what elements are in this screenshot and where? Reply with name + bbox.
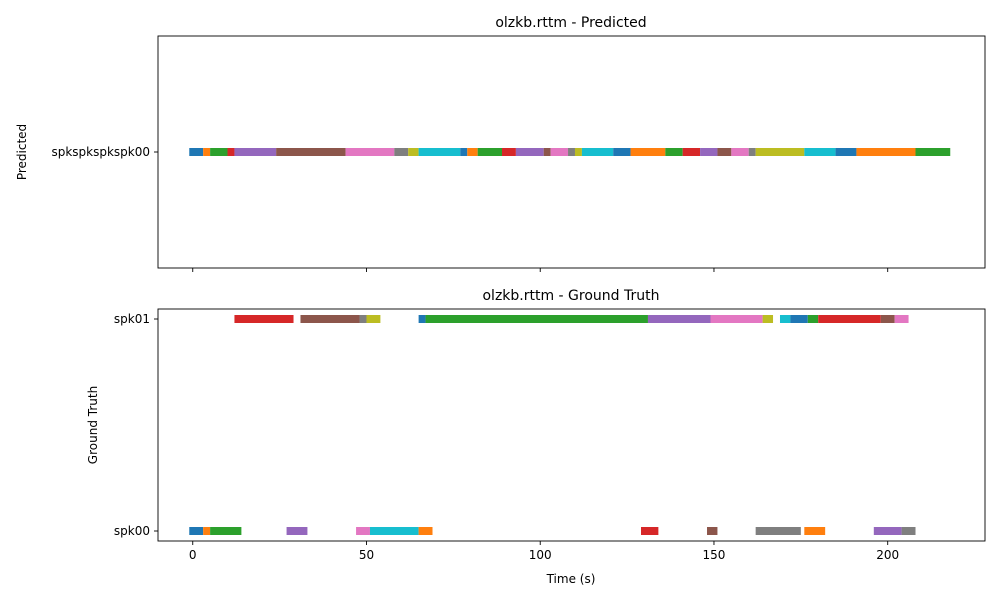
segment-bar bbox=[234, 315, 294, 323]
ground-truth-panel: olzkb.rttm - Ground Truth 0 50 100 150 200 s… bbox=[86, 288, 986, 586]
segment-bar bbox=[762, 315, 774, 323]
segment-bar bbox=[804, 527, 826, 535]
segment-bar bbox=[189, 527, 204, 535]
segment-bar bbox=[300, 315, 360, 323]
segment-bar bbox=[460, 148, 468, 156]
predicted-x-ticks bbox=[192, 268, 889, 272]
segment-bar bbox=[418, 315, 426, 323]
x-tick-label: 0 bbox=[189, 548, 197, 562]
segment-bar bbox=[408, 148, 419, 156]
ground-truth-y-ticks: spk00 spk01 bbox=[114, 312, 158, 538]
ground-truth-segments bbox=[189, 315, 916, 535]
segment-bar bbox=[641, 527, 659, 535]
segment-bar bbox=[894, 315, 909, 323]
segment-bar bbox=[418, 527, 433, 535]
segment-bar bbox=[915, 148, 951, 156]
predicted-segments bbox=[189, 148, 951, 156]
segment-bar bbox=[286, 527, 308, 535]
segment-bar bbox=[574, 148, 582, 156]
segment-bar bbox=[359, 315, 367, 323]
segment-bar bbox=[707, 527, 718, 535]
segment-bar bbox=[856, 148, 916, 156]
segment-bar bbox=[835, 148, 857, 156]
segment-bar bbox=[189, 148, 204, 156]
segment-bar bbox=[276, 148, 346, 156]
ground-truth-x-ticks: 0 50 100 150 200 bbox=[189, 541, 899, 562]
segment-bar bbox=[717, 148, 732, 156]
segment-bar bbox=[543, 148, 551, 156]
segment-bar bbox=[804, 148, 836, 156]
predicted-title: olzkb.rttm - Predicted bbox=[495, 15, 646, 31]
segment-bar bbox=[568, 148, 575, 156]
x-tick-label: 50 bbox=[359, 548, 374, 562]
segment-bar bbox=[748, 148, 756, 156]
predicted-y-ticks: spkspkspkspk00 bbox=[51, 145, 158, 159]
segment-bar bbox=[550, 148, 569, 156]
segment-bar bbox=[710, 315, 763, 323]
segment-bar bbox=[515, 148, 544, 156]
segment-bar bbox=[665, 148, 683, 156]
segment-bar bbox=[418, 148, 461, 156]
segment-bar bbox=[356, 527, 370, 535]
predicted-panel: olzkb.rttm - Predicted spkspkspkspk00 Pr… bbox=[15, 15, 986, 272]
segment-bar bbox=[613, 148, 631, 156]
segment-bar bbox=[790, 315, 808, 323]
ground-truth-plot-frame bbox=[157, 308, 986, 542]
segment-bar bbox=[366, 315, 381, 323]
segment-bar bbox=[203, 527, 211, 535]
segment-bar bbox=[630, 148, 666, 156]
x-axis-label: Time (s) bbox=[546, 572, 596, 586]
segment-bar bbox=[467, 148, 478, 156]
x-tick-label: 150 bbox=[703, 548, 726, 562]
ground-truth-title: olzkb.rttm - Ground Truth bbox=[482, 288, 659, 304]
ground-truth-y-axis-label: Ground Truth bbox=[86, 386, 100, 464]
segment-bar bbox=[234, 148, 277, 156]
segment-bar bbox=[369, 527, 419, 535]
segment-bar bbox=[731, 148, 749, 156]
y-tick-label: spk01 bbox=[114, 312, 150, 326]
segment-bar bbox=[581, 148, 614, 156]
segment-bar bbox=[807, 315, 819, 323]
y-tick-label: spk00 bbox=[114, 524, 150, 538]
segment-bar bbox=[477, 148, 502, 156]
segment-bar bbox=[502, 148, 516, 156]
segment-bar bbox=[647, 315, 711, 323]
segment-bar bbox=[880, 315, 895, 323]
predicted-plot-frame bbox=[157, 35, 986, 269]
x-tick-label: 100 bbox=[529, 548, 552, 562]
segment-bar bbox=[394, 148, 409, 156]
segment-bar bbox=[682, 148, 701, 156]
segment-bar bbox=[901, 527, 916, 535]
predicted-y-axis-label: Predicted bbox=[15, 124, 29, 180]
segment-bar bbox=[755, 148, 805, 156]
segment-bar bbox=[873, 527, 902, 535]
segment-bar bbox=[700, 148, 718, 156]
x-tick-label: 200 bbox=[876, 548, 899, 562]
segment-bar bbox=[227, 148, 235, 156]
y-tick-label: spkspkspkspk00 bbox=[51, 145, 150, 159]
segment-bar bbox=[755, 527, 801, 535]
segment-bar bbox=[210, 148, 228, 156]
segment-bar bbox=[210, 527, 242, 535]
segment-bar bbox=[779, 315, 791, 323]
segment-bar bbox=[818, 315, 881, 323]
segment-bar bbox=[425, 315, 648, 323]
segment-bar bbox=[345, 148, 395, 156]
segment-bar bbox=[203, 148, 211, 156]
